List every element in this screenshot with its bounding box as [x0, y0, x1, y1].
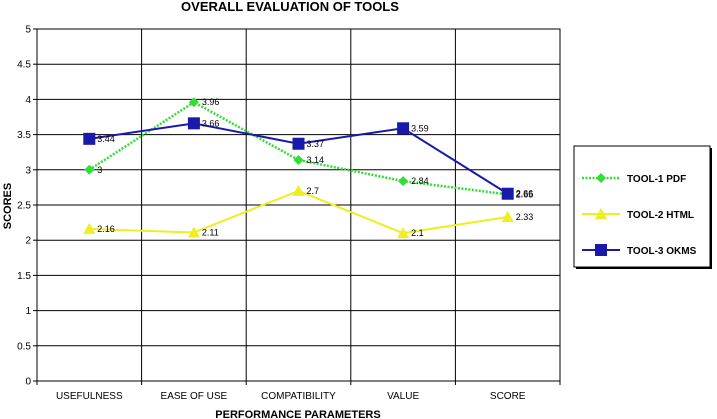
legend-entry: TOOL-2 HTML — [627, 210, 694, 221]
x-tick-label: SCORE — [490, 391, 526, 402]
series-tool-2-html: 2.16 2.11 2.7 2.1 2.33 — [83, 184, 534, 239]
data-point — [293, 154, 304, 165]
data-point — [501, 210, 514, 222]
chart-title: OVERALL EVALUATION OF TOOLS — [181, 0, 399, 14]
data-label: 2.16 — [97, 224, 115, 234]
data-label: 3 — [97, 165, 102, 175]
data-point — [83, 132, 96, 145]
series-line — [88, 100, 508, 196]
y-tick-label: 5 — [25, 25, 31, 36]
data-label: 3.66 — [202, 118, 220, 128]
series-tool-3-okms: 3.44 3.66 3.37 3.59 2.66 — [83, 117, 534, 200]
x-tick-label: USEFULNESS — [56, 391, 123, 402]
y-tick-label: 4 — [25, 95, 31, 106]
legend: TOOL-1 PDF TOOL-2 HTML TOOL-3 OKMS — [573, 145, 712, 269]
data-label: 3.37 — [307, 139, 325, 149]
legend-marker — [596, 173, 606, 183]
data-label: 2.84 — [411, 176, 429, 186]
y-axis-title: SCORES — [2, 183, 14, 229]
data-point — [398, 176, 409, 187]
data-label: 3.44 — [97, 134, 115, 144]
data-label: 3.96 — [202, 97, 220, 107]
data-point — [84, 164, 95, 175]
y-tick-label: 1.5 — [17, 271, 31, 282]
data-label: 2.33 — [516, 212, 534, 222]
data-label: 3.14 — [307, 155, 325, 165]
y-tick-label: 2 — [25, 236, 31, 247]
y-tick-label: 3 — [25, 165, 31, 176]
x-tick-label: VALUE — [387, 391, 419, 402]
legend-entry: TOOL-3 OKMS — [627, 246, 697, 257]
data-label: 2.65 — [516, 189, 534, 199]
data-point — [83, 222, 96, 234]
data-point — [188, 97, 199, 108]
y-tick-label: 3.5 — [17, 130, 31, 141]
data-point — [292, 184, 305, 196]
data-point — [397, 227, 410, 239]
y-tick-label: 4.5 — [17, 60, 31, 71]
legend-marker — [595, 244, 607, 256]
data-point — [187, 117, 200, 130]
x-tick-label: COMPATIBILITY — [261, 391, 336, 402]
data-label: 2.7 — [307, 186, 320, 196]
y-tick-label: 0 — [25, 377, 31, 388]
data-point — [187, 226, 200, 238]
data-point — [397, 122, 410, 135]
series-tool-1-pdf: 3 3.96 3.14 2.84 2.65 — [84, 97, 534, 200]
legend-entry: TOOL-1 PDF — [627, 174, 686, 185]
y-tick-label: 1 — [25, 306, 31, 317]
data-point — [292, 137, 305, 150]
y-tick-label: 2.5 — [17, 201, 31, 212]
legend-marker — [595, 208, 607, 219]
data-label: 2.11 — [202, 227, 219, 237]
data-label: 2.66 — [516, 189, 534, 199]
plot-area: 0 0.5 1 1.5 2 2.5 3 3.5 4 4.5 5 USEFULNESS EASE OF U… — [17, 25, 561, 402]
x-axis-title: PERFORMANCE PARAMETERS — [215, 409, 380, 419]
data-label: 2.1 — [411, 228, 424, 238]
y-tick-label: 0.5 — [17, 341, 31, 352]
x-tick-label: EASE OF USE — [161, 391, 228, 402]
data-point — [501, 187, 514, 200]
data-label: 3.59 — [411, 123, 429, 133]
